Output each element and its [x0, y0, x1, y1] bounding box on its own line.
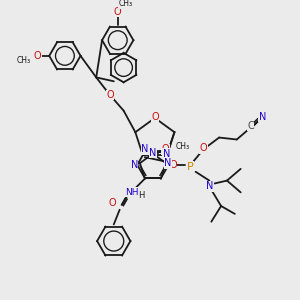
Text: CH₃: CH₃	[17, 56, 31, 65]
Text: N: N	[259, 112, 266, 122]
Text: O: O	[109, 198, 117, 208]
Text: O: O	[114, 7, 122, 17]
Text: N: N	[141, 144, 149, 154]
Text: O: O	[169, 160, 177, 170]
Text: C: C	[247, 121, 254, 131]
Text: CH₃: CH₃	[176, 142, 190, 151]
Text: N: N	[163, 149, 170, 159]
Text: P: P	[186, 162, 193, 172]
Text: O: O	[200, 143, 207, 153]
Text: H: H	[138, 190, 144, 200]
Text: O: O	[151, 112, 159, 122]
Text: N: N	[149, 148, 157, 158]
Text: O: O	[161, 144, 169, 154]
Text: NH: NH	[124, 188, 138, 196]
Text: N: N	[164, 158, 172, 168]
Text: N: N	[130, 160, 138, 170]
Text: CH₃: CH₃	[118, 0, 133, 8]
Text: O: O	[34, 51, 41, 61]
Text: O: O	[106, 90, 114, 100]
Text: N: N	[206, 182, 213, 191]
